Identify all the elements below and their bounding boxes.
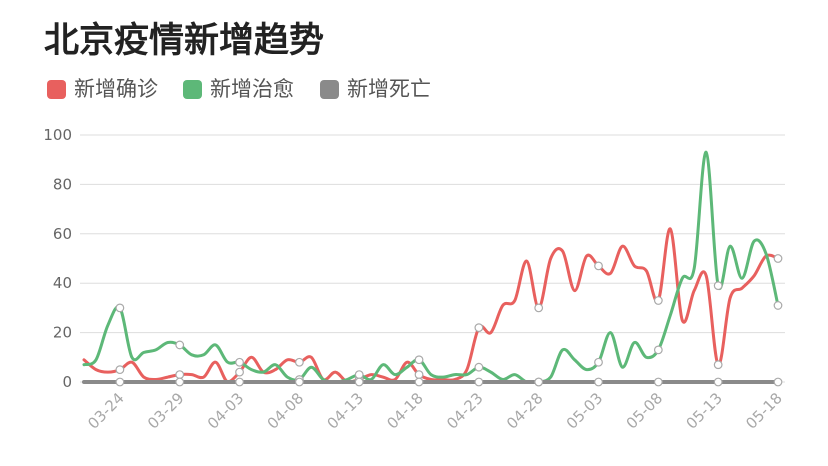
legend-swatch-confirmed (47, 79, 66, 99)
x-tick-label: 03-24 (84, 389, 128, 433)
y-tick-label: 60 (53, 225, 72, 243)
legend-item-confirmed[interactable]: 新增确诊 (47, 76, 158, 102)
x-tick-label: 05-18 (742, 389, 786, 433)
data-point-confirmed (653, 296, 663, 305)
data-point-confirmed (594, 261, 603, 271)
x-tick-label: 03-29 (144, 389, 188, 433)
gridlines (80, 134, 785, 383)
series-line-cured (82, 150, 780, 384)
data-point-death (414, 377, 424, 387)
data-point-cured (235, 357, 244, 367)
data-point-death (713, 377, 723, 387)
legend-swatch-death (320, 79, 339, 99)
data-point-death (175, 377, 185, 387)
data-point-cured (474, 362, 484, 372)
data-points (115, 254, 783, 387)
data-point-confirmed (474, 323, 484, 333)
x-tick-label: 04-13 (323, 389, 367, 433)
y-axis: 0 20 40 60 80 100 (43, 126, 72, 391)
y-tick-label: 20 (53, 324, 72, 342)
y-tick-label: 0 (62, 373, 72, 391)
series-lines (82, 150, 780, 384)
data-point-death (294, 377, 304, 387)
data-point-death (653, 377, 663, 387)
data-point-cured (354, 370, 364, 379)
data-point-cured (594, 357, 603, 367)
legend-label-confirmed: 新增确诊 (74, 77, 158, 101)
data-point-death (115, 377, 125, 387)
data-point-death (773, 377, 783, 387)
data-point-confirmed (414, 370, 424, 379)
data-point-confirmed (235, 367, 244, 377)
data-point-confirmed (115, 365, 125, 375)
data-point-confirmed (773, 254, 783, 263)
data-point-cured (653, 345, 663, 355)
legend-swatch-cured (183, 79, 202, 99)
data-point-cured (713, 281, 723, 291)
x-tick-label: 04-08 (264, 389, 308, 433)
data-point-cured (773, 301, 783, 310)
y-tick-label: 100 (43, 126, 72, 144)
data-point-death (534, 377, 544, 387)
data-point-cured (175, 340, 185, 350)
data-point-cured (115, 303, 125, 313)
legend-item-cured[interactable]: 新增治愈 (183, 76, 294, 102)
x-axis: 03-24 03-29 04-03 04-08 04-13 04-18 04-23 04-28… (84, 389, 786, 433)
data-point-cured (414, 355, 424, 365)
x-tick-label: 05-03 (563, 389, 607, 433)
y-tick-label: 40 (53, 274, 72, 292)
chart-title: 北京疫情新增趋势 (44, 21, 325, 61)
legend-item-death[interactable]: 新增死亡 (320, 76, 431, 102)
series-line-confirmed (82, 227, 780, 384)
legend-label-death: 新增死亡 (347, 77, 431, 101)
data-point-death (474, 377, 484, 387)
x-tick-label: 04-03 (204, 389, 248, 433)
x-tick-label: 05-08 (623, 389, 667, 433)
x-tick-label: 04-28 (503, 389, 547, 433)
legend-label-cured: 新增治愈 (210, 77, 294, 101)
y-tick-label: 80 (53, 175, 72, 193)
data-point-confirmed (534, 303, 544, 313)
x-tick-label: 04-18 (383, 389, 427, 433)
data-point-death (594, 377, 603, 387)
data-point-confirmed (175, 370, 185, 379)
data-point-death (235, 377, 244, 387)
data-point-death (354, 377, 364, 387)
x-tick-label: 05-13 (682, 389, 726, 433)
data-point-confirmed (294, 357, 304, 367)
data-point-confirmed (713, 360, 723, 370)
x-tick-label: 04-23 (443, 389, 487, 433)
